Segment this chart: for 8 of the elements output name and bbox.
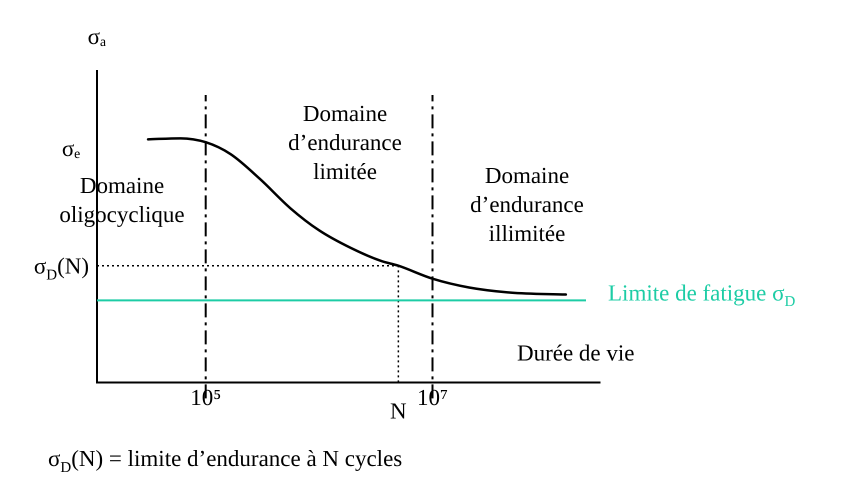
x-tick-label: 10⁵ xyxy=(190,385,222,410)
x-tick-label: 10⁷ xyxy=(416,385,448,410)
x-axis-title: Durée de vie xyxy=(517,340,634,366)
annotation: Domaine d’endurance illimitée xyxy=(470,163,584,246)
ref-line-label: N xyxy=(390,398,408,424)
annotation: Domaine d’endurance limitée xyxy=(288,101,402,184)
y-axis-title: σₐ xyxy=(88,24,106,49)
text: σₑ xyxy=(62,136,80,161)
